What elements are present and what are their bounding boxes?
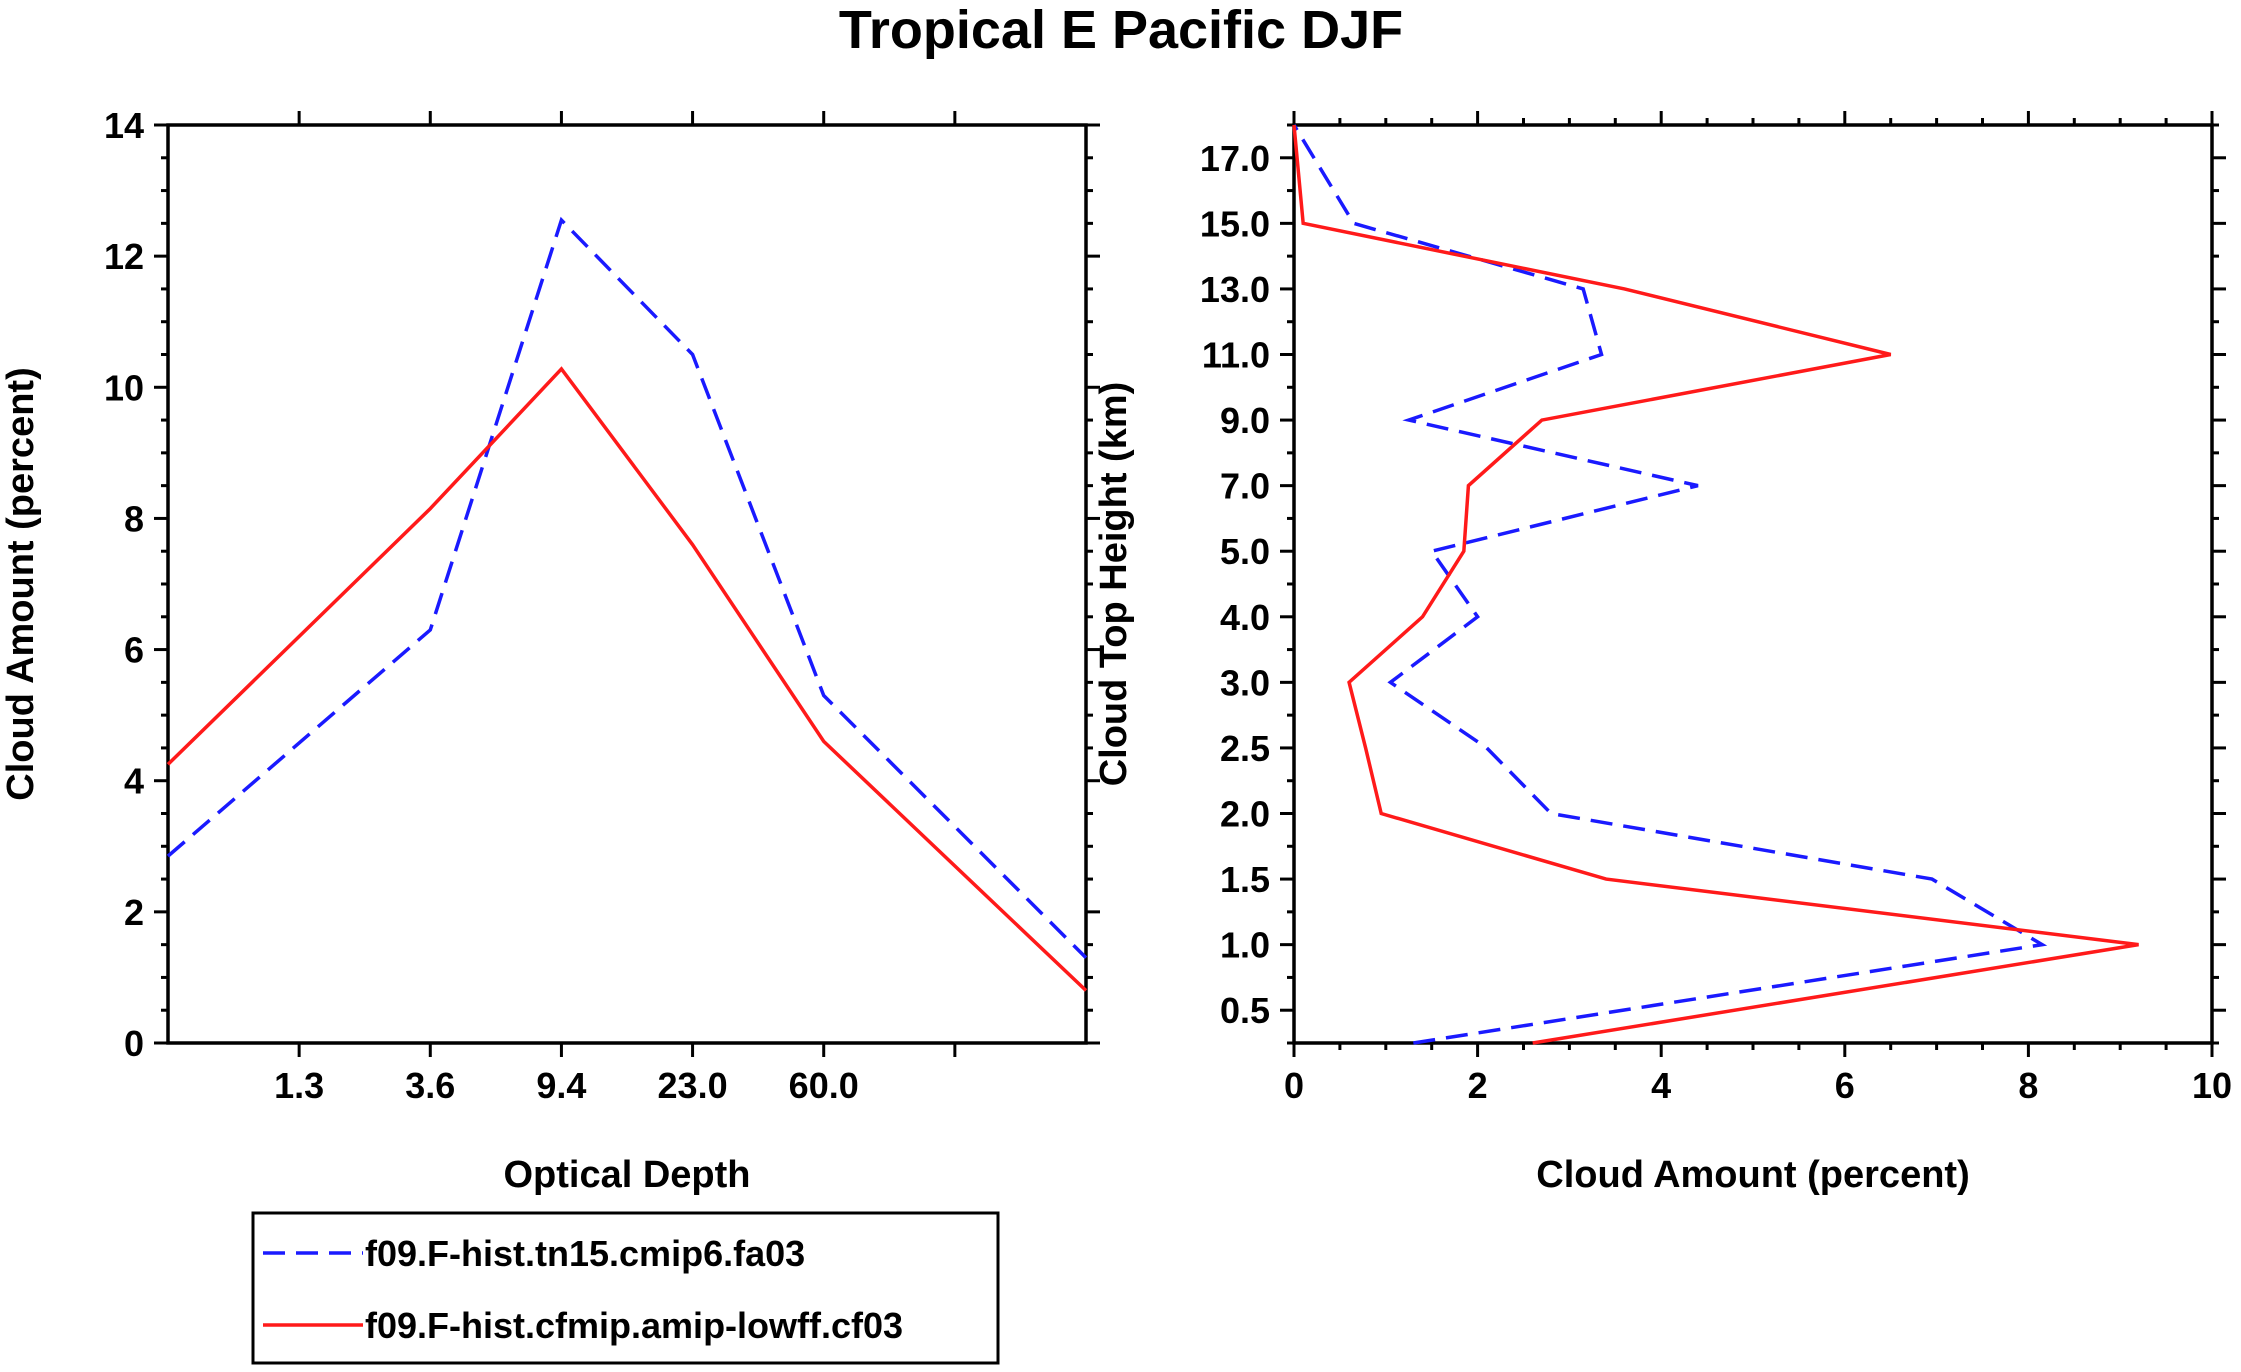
right-y-tick-label: 17.0 — [1200, 138, 1270, 179]
left-x-axis-label: Optical Depth — [503, 1154, 750, 1196]
left-tick-labels: 0 2 4 6 8 10 12 14 1.3 3.6 9.4 23.0 60.0 — [104, 105, 859, 1106]
left-x-tick-label: 60.0 — [789, 1065, 859, 1106]
legend-label-red: f09.F-hist.cfmip.amip-lowff.cf03 — [365, 1305, 903, 1346]
left-ticks — [154, 111, 1100, 1057]
left-y-tick-label: 6 — [124, 630, 144, 671]
left-x-tick-label: 9.4 — [536, 1065, 586, 1106]
left-y-tick-label: 4 — [124, 761, 144, 802]
left-x-tick-label: 1.3 — [274, 1065, 324, 1106]
right-plot-frame — [1292, 123, 2214, 1045]
right-y-tick-label: 1.5 — [1220, 859, 1270, 900]
left-plot-frame — [166, 123, 1088, 1045]
right-series-blue-line — [1292, 124, 2048, 1045]
legend: f09.F-hist.tn15.cmip6.fa03 f09.F-hist.cf… — [251, 1211, 1000, 1365]
right-y-tick-label: 4.0 — [1220, 597, 1270, 638]
right-y-tick-label: 2.0 — [1220, 794, 1270, 835]
left-y-tick-label: 10 — [104, 367, 144, 408]
right-y-tick-label: 5.0 — [1220, 531, 1270, 572]
right-tick-labels: 0 2 4 6 8 10 0.5 1.0 1.5 2.0 2.5 3.0 4.0 5.0 7.0 9.0 11.… — [1200, 138, 2232, 1106]
left-x-tick-label: 3.6 — [405, 1065, 455, 1106]
right-y-tick-label: 11.0 — [1202, 335, 1270, 376]
right-y-tick-label: 13.0 — [1200, 269, 1270, 310]
left-series-red-line — [166, 366, 1088, 992]
right-panel: 0 2 4 6 8 10 0.5 1.0 1.5 2.0 2.5 3.0 4.0 5.0 7.0 9.0 11.… — [1093, 111, 2232, 1196]
right-y-tick-label: 1.0 — [1220, 925, 1270, 966]
left-y-tick-label: 8 — [124, 498, 144, 539]
right-x-tick-label: 4 — [1651, 1065, 1671, 1106]
right-series-group — [1292, 124, 2139, 1045]
right-y-tick-label: 7.0 — [1220, 466, 1270, 507]
right-y-tick-label: 2.5 — [1220, 728, 1270, 769]
left-panel: 0 2 4 6 8 10 12 14 1.3 3.6 9.4 23.0 60.0 Optical Dep… — [0, 105, 1100, 1196]
right-x-tick-label: 10 — [2192, 1065, 2232, 1106]
right-x-tick-label: 0 — [1284, 1065, 1304, 1106]
right-y-tick-label: 9.0 — [1220, 400, 1270, 441]
legend-label-blue: f09.F-hist.tn15.cmip6.fa03 — [365, 1233, 805, 1274]
left-series-group — [166, 216, 1088, 992]
left-y-tick-label: 2 — [124, 892, 144, 933]
left-series-blue-line — [166, 216, 1088, 959]
right-y-tick-label: 3.0 — [1220, 662, 1270, 703]
left-x-tick-label: 23.0 — [658, 1065, 728, 1106]
right-y-tick-label: 15.0 — [1200, 203, 1270, 244]
right-x-tick-label: 6 — [1835, 1065, 1855, 1106]
left-y-axis-label: Cloud Amount (percent) — [0, 367, 42, 800]
left-y-tick-label: 0 — [124, 1023, 144, 1064]
right-y-axis-label: Cloud Top Height (km) — [1093, 382, 1135, 787]
left-y-tick-label: 12 — [104, 236, 144, 277]
legend-box — [251, 1211, 1000, 1365]
left-y-tick-label: 14 — [104, 105, 144, 146]
right-x-tick-label: 2 — [1468, 1065, 1488, 1106]
right-x-tick-label: 8 — [2018, 1065, 2038, 1106]
right-series-red-line — [1292, 124, 2139, 1045]
right-x-axis-label: Cloud Amount (percent) — [1536, 1154, 1969, 1196]
right-y-tick-label: 0.5 — [1220, 990, 1270, 1031]
chart-title: Tropical E Pacific DJF — [839, 0, 1403, 60]
right-ticks — [1280, 111, 2226, 1057]
